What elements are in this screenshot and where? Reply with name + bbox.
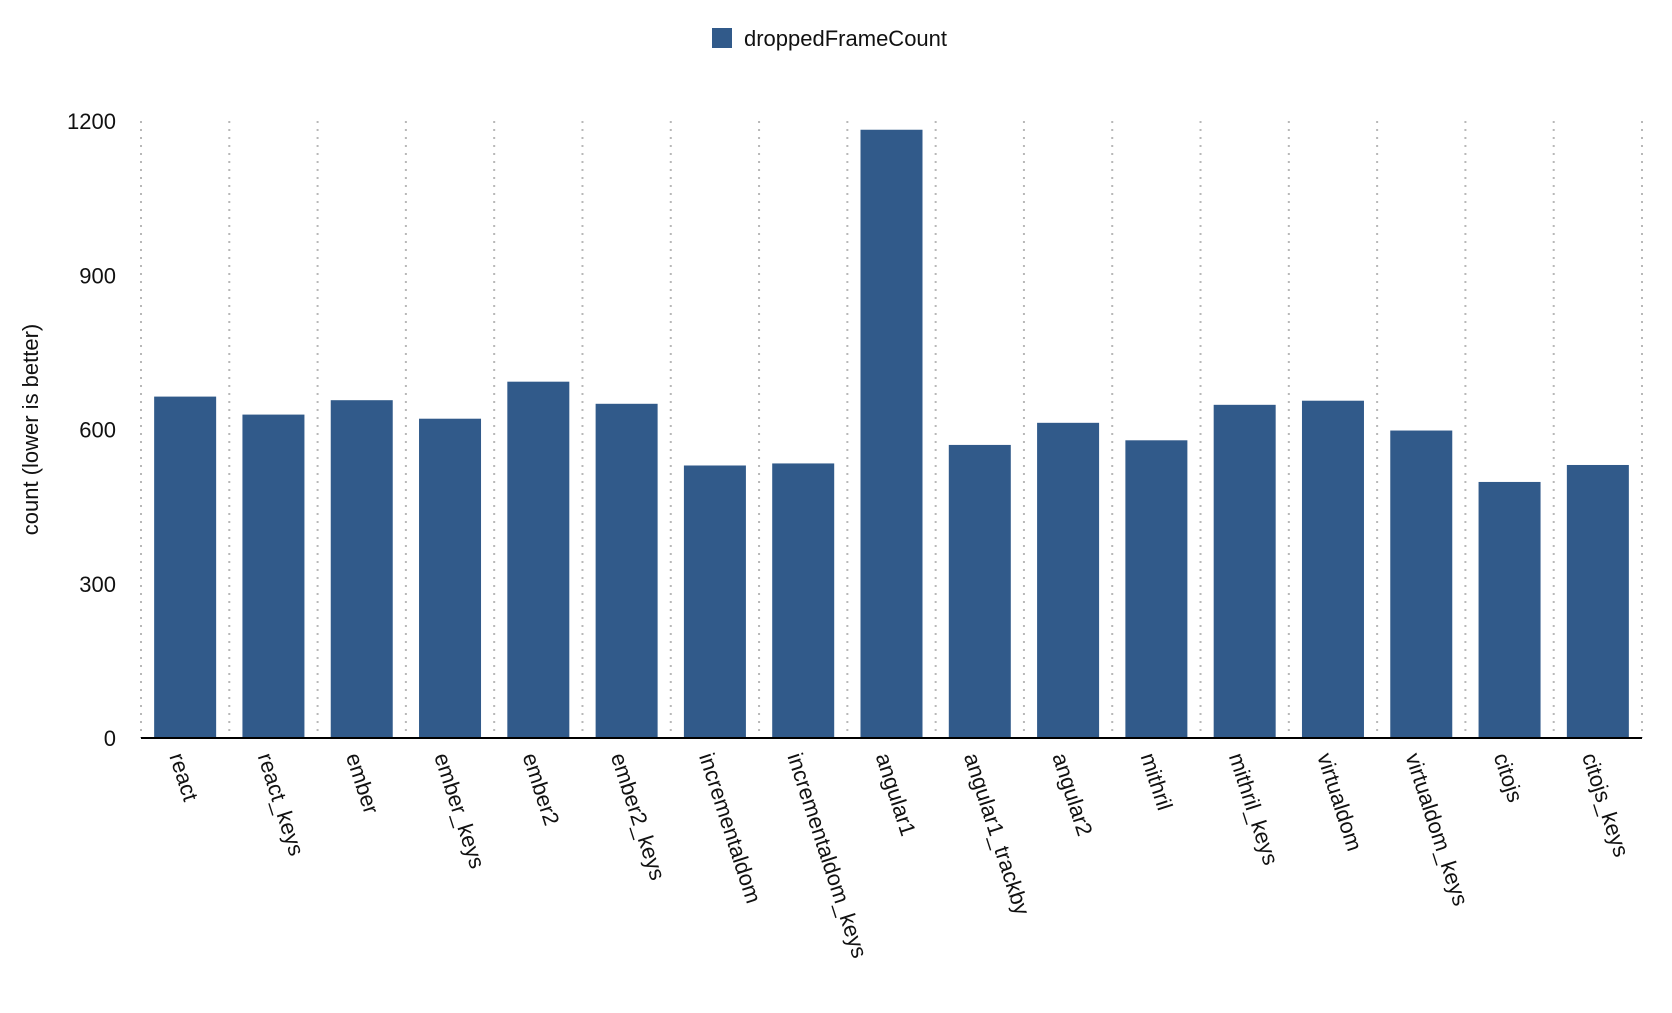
x-tick-label: virtualdom_keys [1401, 750, 1474, 909]
x-tick-label: mithril [1136, 750, 1178, 814]
bar-ember2 [507, 381, 570, 738]
x-tick-label: react [164, 750, 203, 804]
bar-citojs [1478, 481, 1541, 738]
y-tick-label: 300 [79, 572, 116, 597]
x-tick-label: citojs [1489, 750, 1528, 805]
x-tick-label: angular1_trackby [959, 750, 1035, 918]
bar-incrementaldom [683, 465, 746, 738]
bar-citojs_keys [1566, 464, 1629, 738]
x-tick-label: angular2 [1047, 750, 1097, 839]
legend: droppedFrameCount [712, 26, 947, 51]
bar-virtualdom [1301, 400, 1364, 738]
x-tick-label: ember [341, 750, 384, 817]
bar-angular1_trackby [948, 444, 1011, 738]
x-tick-label: virtualdom [1312, 750, 1367, 854]
bar-angular2 [1037, 422, 1100, 738]
bar-react [154, 396, 217, 738]
y-tick-label: 0 [104, 726, 116, 751]
x-tick-label: mithril_keys [1224, 750, 1284, 868]
bar-angular1 [860, 129, 923, 738]
bar-ember2_keys [595, 403, 658, 738]
bar-mithril_keys [1213, 404, 1276, 738]
legend-label: droppedFrameCount [744, 26, 947, 51]
bars [154, 129, 1629, 738]
y-tick-label: 900 [79, 263, 116, 288]
bar-incrementaldom_keys [772, 463, 835, 738]
x-tick-label: ember_keys [429, 750, 490, 872]
bar-ember_keys [419, 418, 482, 738]
bar-react_keys [242, 414, 305, 738]
x-tick-label: angular1 [871, 750, 921, 839]
bar-mithril [1125, 440, 1188, 738]
bar-virtualdom_keys [1390, 430, 1453, 738]
x-tick-label: citojs_keys [1577, 750, 1634, 860]
legend-swatch [712, 28, 732, 48]
y-axis-title: count (lower is better) [18, 324, 43, 536]
y-tick-label: 600 [79, 418, 116, 443]
y-tick-label: 1200 [67, 109, 116, 134]
x-tick-label: react_keys [253, 750, 310, 859]
x-tick-label: incrementaldom [694, 750, 766, 907]
x-tick-label: ember2 [518, 750, 565, 829]
x-tick-label: ember2_keys [606, 750, 671, 883]
x-tick-label: incrementaldom_keys [782, 750, 872, 961]
bar-ember [330, 400, 393, 738]
